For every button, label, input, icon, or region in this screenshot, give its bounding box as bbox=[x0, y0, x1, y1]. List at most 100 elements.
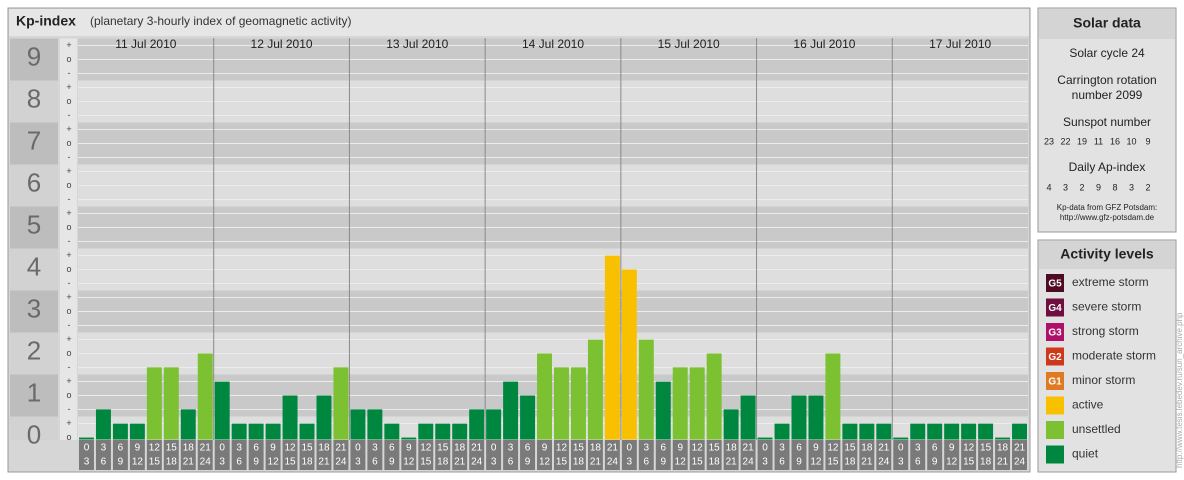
solar-cycle: Solar cycle 24 bbox=[1069, 46, 1145, 60]
hour-label: 12 bbox=[132, 457, 144, 468]
date-label: 15 Jul 2010 bbox=[658, 37, 720, 51]
minor-band bbox=[60, 38, 77, 81]
hour-label: 9 bbox=[949, 443, 955, 454]
bar bbox=[129, 423, 145, 440]
ap-value: 3 bbox=[1129, 182, 1134, 192]
hour-label: 18 bbox=[183, 443, 195, 454]
hour-box bbox=[163, 440, 179, 470]
minor-tick-label: - bbox=[68, 278, 71, 288]
bar bbox=[282, 395, 298, 440]
hour-label: 9 bbox=[813, 443, 819, 454]
hour-label: 9 bbox=[525, 457, 531, 468]
legend-swatch bbox=[1046, 347, 1064, 366]
hour-box bbox=[723, 440, 739, 470]
hour-box bbox=[299, 440, 315, 470]
bar bbox=[163, 367, 179, 440]
solar-title: Solar data bbox=[1073, 15, 1141, 31]
hour-label: 12 bbox=[946, 457, 958, 468]
hour-box bbox=[452, 440, 468, 470]
label-band bbox=[10, 290, 58, 333]
minor-tick-label: - bbox=[68, 404, 71, 414]
hour-box bbox=[876, 440, 892, 470]
hour-box bbox=[859, 440, 875, 470]
hour-label: 24 bbox=[1014, 457, 1026, 468]
hour-box bbox=[486, 440, 502, 470]
hour-box bbox=[469, 440, 485, 470]
bar bbox=[469, 409, 485, 440]
hour-label: 21 bbox=[454, 457, 466, 468]
minor-tick-label: + bbox=[66, 250, 71, 260]
bar bbox=[401, 437, 417, 440]
hour-box bbox=[435, 440, 451, 470]
bar bbox=[672, 367, 688, 440]
hour-label: 0 bbox=[627, 443, 633, 454]
hour-label: 0 bbox=[898, 443, 904, 454]
legend-label: minor storm bbox=[1072, 373, 1135, 387]
y-tick-label: 0 bbox=[27, 419, 41, 449]
minor-tick-label: - bbox=[68, 236, 71, 246]
bar bbox=[808, 395, 824, 440]
bar bbox=[384, 423, 400, 440]
carrington: Carrington rotation bbox=[1057, 73, 1156, 87]
hour-box bbox=[146, 440, 162, 470]
chart-title: Kp-index bbox=[16, 13, 76, 29]
hour-label: 15 bbox=[301, 443, 313, 454]
label-band bbox=[10, 416, 58, 440]
hour-label: 0 bbox=[762, 443, 768, 454]
hour-label: 0 bbox=[84, 443, 90, 454]
hour-box bbox=[231, 440, 247, 470]
hour-label: 21 bbox=[997, 457, 1009, 468]
minor-band bbox=[60, 248, 77, 291]
minor-band bbox=[60, 206, 77, 249]
hour-label: 6 bbox=[372, 457, 378, 468]
hour-label: 3 bbox=[355, 457, 361, 468]
hour-label: 3 bbox=[644, 443, 650, 454]
bar bbox=[689, 367, 705, 440]
levels-title: Activity levels bbox=[1060, 246, 1154, 262]
bar bbox=[316, 395, 332, 440]
hour-box bbox=[520, 440, 536, 470]
minor-tick-label: + bbox=[66, 166, 71, 176]
bar bbox=[231, 423, 247, 440]
hour-box bbox=[418, 440, 434, 470]
label-band bbox=[10, 374, 58, 417]
hour-label: 9 bbox=[542, 443, 548, 454]
legend-label: unsettled bbox=[1072, 422, 1121, 436]
hour-box bbox=[944, 440, 960, 470]
hour-box bbox=[740, 440, 756, 470]
hour-box bbox=[910, 440, 926, 470]
bar bbox=[825, 353, 841, 440]
bar bbox=[570, 367, 586, 440]
hour-box bbox=[893, 440, 909, 470]
hour-label: 9 bbox=[660, 457, 666, 468]
hour-box bbox=[1012, 440, 1027, 470]
hour-box bbox=[825, 440, 841, 470]
hour-label: 9 bbox=[118, 457, 124, 468]
bar bbox=[452, 423, 468, 440]
hour-label: 6 bbox=[508, 457, 514, 468]
ap-value: 2 bbox=[1079, 182, 1084, 192]
hour-label: 3 bbox=[101, 443, 107, 454]
hour-label: 15 bbox=[149, 457, 161, 468]
minor-tick-label: o bbox=[66, 180, 71, 190]
hour-label: 21 bbox=[878, 443, 890, 454]
hour-label: 9 bbox=[677, 443, 683, 454]
hour-box bbox=[689, 440, 705, 470]
hour-label: 3 bbox=[84, 457, 90, 468]
bar bbox=[910, 423, 926, 440]
bar bbox=[146, 367, 162, 440]
band bbox=[78, 416, 1028, 440]
bar bbox=[486, 409, 502, 440]
hour-box bbox=[842, 440, 858, 470]
hour-label: 15 bbox=[844, 443, 856, 454]
minor-tick-label: - bbox=[68, 110, 71, 120]
hour-box bbox=[604, 440, 620, 470]
hour-label: 6 bbox=[101, 457, 107, 468]
hour-label: 6 bbox=[644, 457, 650, 468]
hour-label: 12 bbox=[556, 443, 568, 454]
legend-swatch bbox=[1046, 396, 1064, 415]
minor-band bbox=[60, 374, 77, 417]
hour-label: 18 bbox=[166, 457, 178, 468]
date-label: 16 Jul 2010 bbox=[793, 37, 855, 51]
minor-band bbox=[60, 290, 77, 333]
